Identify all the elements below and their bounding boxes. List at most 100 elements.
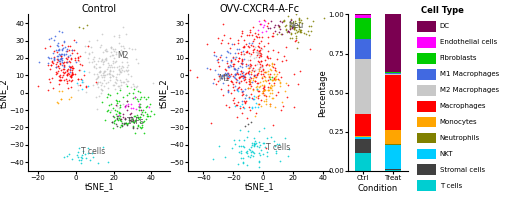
Point [240,57,248,61]
Point [282,24,290,27]
Point [63,49,72,53]
Point [77,161,85,165]
Point [304,24,313,27]
Point [264,41,272,45]
Point [254,29,262,32]
Point [135,105,143,108]
Point [75,55,84,58]
Point [102,81,110,84]
Point [104,160,112,164]
Point [67,75,75,79]
Point [54,70,62,73]
Point [217,41,225,44]
Point [122,69,131,72]
Point [63,54,72,58]
Point [123,69,131,72]
Point [110,60,119,63]
Point [97,43,105,46]
Point [53,60,61,63]
Point [137,113,146,116]
Point [290,26,298,30]
Point [90,64,98,68]
Point [64,64,73,67]
Point [226,46,234,49]
Point [243,150,251,153]
Point [261,78,269,82]
Point [260,87,268,90]
Point [319,17,328,20]
Point [53,50,61,53]
Point [56,78,64,81]
Point [232,103,240,107]
Text: Monocytes: Monocytes [440,119,477,125]
Point [269,32,277,35]
Point [255,65,264,68]
Point [125,46,133,49]
Point [99,50,107,54]
Point [116,125,124,129]
Point [252,87,261,90]
Point [53,48,61,52]
Point [66,54,74,57]
Point [240,74,248,77]
Point [264,69,272,73]
Point [95,70,104,74]
Text: TAFs: TAFs [127,117,144,126]
Point [263,55,271,58]
Point [203,67,211,70]
Point [254,45,263,48]
Point [50,39,58,42]
Point [120,122,128,125]
Point [137,96,146,99]
Point [53,43,61,46]
Point [253,145,262,148]
Point [48,59,56,63]
Point [130,114,138,118]
Point [53,71,61,75]
Point [110,66,118,69]
Point [132,85,140,88]
Point [258,76,266,79]
Point [112,117,121,120]
Point [116,69,124,73]
Bar [384,130,401,144]
Point [254,93,263,96]
Point [264,78,272,82]
Point [123,123,132,126]
Point [56,57,64,60]
Point [255,130,263,133]
Point [238,31,246,34]
Point [114,84,122,88]
Text: Macrophages: Macrophages [440,103,486,109]
Point [253,35,261,38]
Point [234,100,242,103]
Point [127,119,135,123]
Point [135,104,143,108]
Point [56,75,64,79]
Point [255,145,263,148]
Point [108,106,117,109]
Point [88,151,96,154]
Point [64,56,72,59]
Point [239,144,247,147]
Point [99,100,107,103]
Point [44,61,52,64]
Point [111,47,120,50]
Bar [417,85,436,96]
Point [249,97,257,101]
Point [286,20,294,23]
Point [117,83,125,87]
Point [78,63,87,66]
Point [142,113,151,116]
Point [278,33,286,36]
Point [237,149,245,152]
Point [229,56,237,59]
Point [285,24,294,27]
Point [64,71,72,75]
Point [52,63,60,66]
Point [256,51,264,55]
Point [234,87,242,90]
Point [259,92,267,95]
Point [55,49,63,52]
Point [250,57,258,60]
